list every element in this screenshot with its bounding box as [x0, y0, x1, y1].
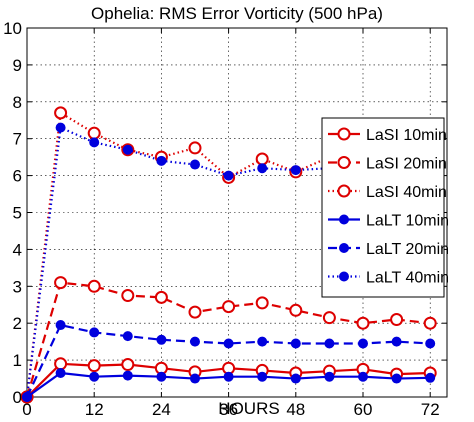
y-tick-label: 3 [13, 277, 22, 296]
data-point [122, 144, 133, 155]
data-point [156, 371, 167, 382]
data-point [55, 122, 66, 133]
data-point [54, 276, 68, 290]
data-point [55, 320, 66, 331]
data-point [122, 331, 133, 342]
data-point [87, 359, 101, 373]
data-point [121, 358, 135, 372]
x-tick-label: 24 [152, 400, 171, 419]
data-point [423, 316, 437, 330]
data-point [391, 336, 402, 347]
x-tick-label: 60 [354, 400, 373, 419]
legend-item: LaSI 20min [328, 156, 447, 173]
data-point [190, 373, 200, 384]
data-point [188, 141, 202, 155]
data-point [156, 334, 167, 345]
y-tick-label: 8 [13, 93, 22, 112]
y-tick-label: 0 [13, 388, 22, 407]
data-point [223, 371, 234, 382]
legend-label: LaSI 10min [366, 127, 447, 144]
data-point [223, 338, 234, 349]
data-point [89, 371, 100, 382]
data-point [290, 338, 301, 349]
series-group [22, 320, 436, 402]
axes [26, 27, 448, 398]
data-point [55, 368, 66, 379]
y-tick-label: 2 [13, 314, 22, 333]
legend-marker [339, 243, 349, 253]
data-point [390, 313, 404, 327]
legend-item: LaSI 40min [328, 184, 447, 201]
data-point [257, 163, 268, 174]
legend-label: LaSI 40min [366, 184, 447, 201]
data-point [122, 370, 133, 381]
legend-item: LaLT 40min [328, 270, 449, 287]
data-point [356, 316, 370, 330]
data-point [156, 155, 167, 166]
y-tick-label: 4 [13, 240, 22, 259]
data-point [358, 371, 368, 382]
data-point [255, 296, 269, 310]
data-point [121, 289, 135, 303]
legend-item: LaLT 10min [328, 213, 449, 230]
data-point [290, 165, 301, 176]
x-tick-label: 48 [286, 400, 305, 419]
data-point [257, 371, 268, 382]
legend: LaSI 10min LaSI 20min LaSI 40min LaLT 10min… [321, 117, 449, 298]
chart-title: Ophelia: RMS Error Vorticity (500 hPa) [91, 4, 383, 23]
data-point [154, 290, 168, 304]
data-point [87, 279, 101, 293]
x-tick-label: 12 [85, 400, 104, 419]
y-tick-label: 6 [13, 167, 22, 186]
x-tick-label: 36 [219, 400, 238, 419]
data-point [391, 373, 402, 384]
data-point [87, 126, 101, 140]
x-tick-label: 0 [22, 400, 31, 419]
legend-marker [339, 214, 349, 225]
x-axis-label: HOURS [218, 399, 279, 418]
legend-box [321, 117, 445, 298]
legend-marker [339, 271, 349, 282]
legend-item: LaSI 10min [328, 127, 447, 144]
legend-label: LaLT 40min [366, 270, 449, 287]
data-point [188, 305, 202, 319]
data-point [322, 311, 336, 325]
data-point [255, 152, 269, 166]
legend-marker [337, 184, 351, 198]
data-point [190, 336, 200, 347]
data-point [222, 300, 236, 314]
x-tick-label: 72 [421, 400, 440, 419]
data-point [257, 336, 268, 347]
legend-item: LaLT 20min [328, 241, 449, 258]
data-point [290, 373, 301, 384]
legend-marker [337, 156, 351, 169]
data-point [425, 372, 436, 383]
data-point [324, 338, 335, 349]
data-point [425, 338, 436, 349]
data-point [89, 327, 100, 338]
y-tick-label: 9 [13, 56, 22, 75]
data-point [324, 371, 335, 382]
data-point [358, 338, 368, 349]
data-point [22, 392, 32, 402]
y-tick-label: 1 [13, 351, 22, 370]
data-point [54, 357, 68, 371]
data-point [89, 137, 100, 148]
data-point [54, 106, 68, 120]
data-point [223, 170, 234, 181]
y-tick-label: 7 [13, 130, 22, 149]
legend-label: LaSI 20min [366, 156, 447, 173]
y-tick-label: 10 [3, 19, 22, 38]
legend-label: LaLT 20min [366, 241, 449, 258]
legend-marker [337, 127, 351, 141]
data-point [190, 159, 200, 170]
data-point [289, 303, 303, 317]
y-tick-label: 5 [13, 204, 22, 223]
legend-label: LaLT 10min [366, 213, 449, 230]
